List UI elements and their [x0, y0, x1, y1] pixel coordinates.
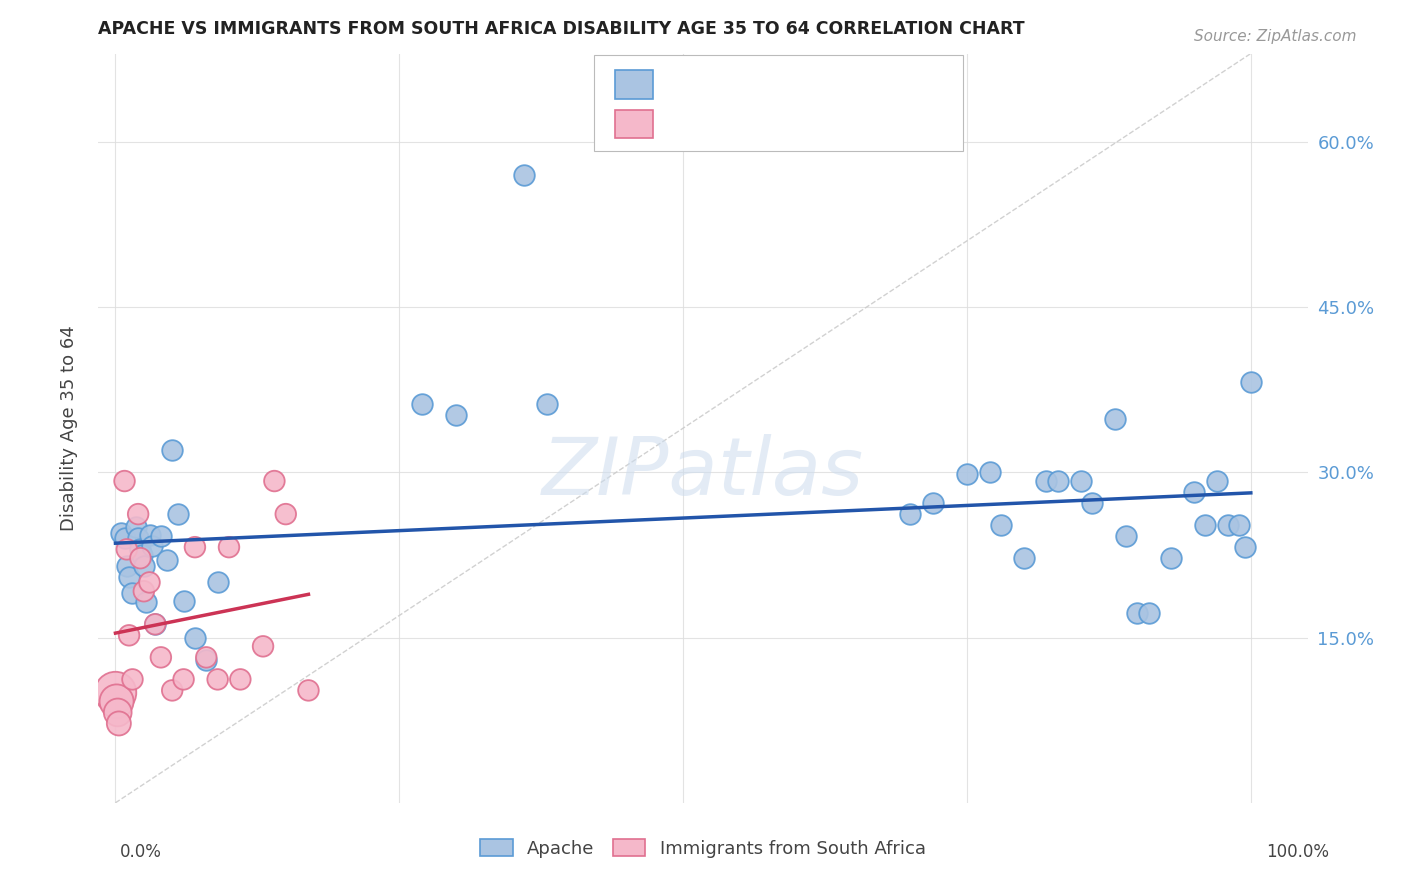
- Point: [218, 540, 240, 554]
- Bar: [614, 110, 654, 138]
- Point: [121, 586, 143, 600]
- Point: [1137, 607, 1160, 621]
- Point: [121, 673, 143, 687]
- Point: [1035, 474, 1057, 488]
- Text: 0.186: 0.186: [725, 74, 785, 93]
- Point: [1115, 529, 1137, 543]
- Point: [167, 507, 190, 521]
- Point: [274, 507, 297, 521]
- Point: [263, 474, 285, 488]
- Point: [135, 595, 157, 609]
- Point: [141, 539, 163, 553]
- Text: APACHE VS IMMIGRANTS FROM SOUTH AFRICA DISABILITY AGE 35 TO 64 CORRELATION CHART: APACHE VS IMMIGRANTS FROM SOUTH AFRICA D…: [98, 21, 1025, 38]
- Point: [114, 532, 136, 546]
- FancyBboxPatch shape: [595, 55, 963, 151]
- Point: [132, 558, 155, 573]
- Point: [108, 716, 131, 731]
- Point: [115, 542, 138, 557]
- Point: [125, 520, 148, 534]
- Point: [990, 518, 1012, 533]
- Point: [1205, 474, 1227, 488]
- Point: [1216, 518, 1239, 533]
- Point: [131, 548, 153, 562]
- Point: [173, 673, 195, 687]
- Point: [1081, 496, 1104, 510]
- Point: [252, 640, 274, 654]
- Point: [1194, 518, 1216, 533]
- Point: [160, 443, 183, 458]
- Point: [513, 168, 536, 182]
- Point: [411, 397, 433, 411]
- Legend: Apache, Immigrants from South Africa: Apache, Immigrants from South Africa: [472, 831, 934, 865]
- Point: [1234, 540, 1257, 554]
- Point: [104, 685, 127, 699]
- Point: [129, 542, 152, 557]
- Point: [898, 507, 921, 521]
- Point: [922, 496, 945, 510]
- Text: 100.0%: 100.0%: [1265, 843, 1329, 861]
- Point: [184, 540, 207, 554]
- Point: [195, 652, 218, 666]
- Point: [127, 507, 149, 521]
- Point: [143, 617, 166, 632]
- Point: [297, 683, 319, 698]
- Point: [118, 628, 141, 642]
- Point: [149, 650, 172, 665]
- Point: [184, 631, 207, 645]
- Point: [1229, 518, 1251, 533]
- Point: [115, 558, 138, 573]
- Text: ZIPatlas: ZIPatlas: [541, 434, 865, 512]
- Text: 0.329: 0.329: [725, 114, 785, 133]
- Point: [1182, 485, 1205, 500]
- Point: [1069, 474, 1091, 488]
- Point: [118, 570, 141, 584]
- Point: [207, 575, 229, 590]
- Point: [195, 650, 218, 665]
- Text: 48: 48: [865, 74, 891, 93]
- Point: [155, 553, 177, 567]
- Point: [105, 694, 128, 708]
- Point: [979, 465, 1001, 479]
- Bar: [614, 70, 654, 98]
- Point: [536, 397, 558, 411]
- Point: [107, 706, 129, 720]
- Point: [138, 575, 160, 590]
- Text: R =: R =: [668, 74, 709, 93]
- Point: [114, 474, 136, 488]
- Point: [129, 551, 152, 566]
- Point: [1160, 551, 1182, 566]
- Point: [1046, 474, 1069, 488]
- Point: [1126, 607, 1149, 621]
- Y-axis label: Disability Age 35 to 64: Disability Age 35 to 64: [59, 326, 77, 531]
- Point: [132, 584, 155, 599]
- Point: [149, 529, 172, 543]
- Text: N =: N =: [807, 114, 849, 133]
- Point: [207, 673, 229, 687]
- Point: [143, 617, 166, 632]
- Point: [138, 528, 160, 542]
- Point: [127, 532, 149, 546]
- Point: [229, 673, 252, 687]
- Text: 0.0%: 0.0%: [120, 843, 162, 861]
- Point: [160, 683, 183, 698]
- Text: N =: N =: [807, 74, 849, 93]
- Text: Source: ZipAtlas.com: Source: ZipAtlas.com: [1194, 29, 1357, 44]
- Point: [956, 467, 979, 482]
- Point: [1240, 375, 1263, 389]
- Point: [1012, 551, 1035, 566]
- Point: [1104, 412, 1126, 426]
- Point: [444, 408, 467, 422]
- Point: [173, 594, 195, 608]
- Point: [110, 525, 132, 540]
- Text: R =: R =: [668, 114, 709, 133]
- Text: 29: 29: [865, 114, 891, 133]
